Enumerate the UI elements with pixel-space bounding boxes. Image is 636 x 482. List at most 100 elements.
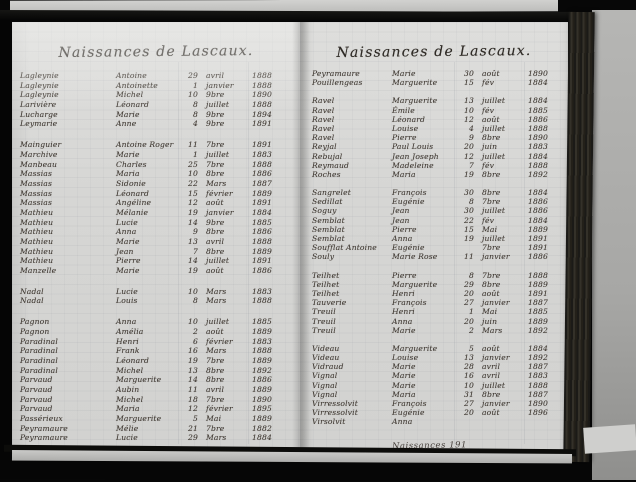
month-cell: août [482, 69, 500, 78]
month-cell: janvier [482, 353, 510, 363]
month-cell: février [206, 188, 233, 198]
given-name-cell: Jean [116, 246, 134, 256]
register-row: Ravel Léonard 12 août 1886 [300, 115, 568, 124]
year-cell: 1884 [528, 96, 548, 106]
month-cell: 8bre [482, 389, 501, 399]
register-row: Lucharge Marie 8 9bre 1894 [12, 110, 300, 120]
month-cell: août [482, 343, 500, 353]
year-cell: 1894 [252, 109, 272, 119]
year-cell: 1889 [252, 188, 272, 198]
given-name-cell: Antoine Roger [116, 140, 174, 150]
year-cell: 1891 [528, 243, 548, 253]
given-name-cell: Mélanie [116, 207, 149, 217]
surname-cell: Teilhet [312, 279, 340, 289]
year-cell: 1886 [252, 169, 272, 179]
month-cell: fév [482, 105, 495, 115]
surname-cell: Mathieu [20, 256, 54, 266]
month-cell: juillet [206, 256, 230, 266]
register-row: Treuil Henri 1 Mai 1885 [300, 307, 568, 316]
day-cell: 7 [469, 160, 474, 170]
year-cell: 1883 [252, 336, 272, 346]
entry-groups: Peyramaure Marie 30 août 1890 Pouillenge… [300, 69, 568, 427]
year-cell: 1895 [252, 404, 272, 414]
surname-cell: Pouillengeas [312, 78, 363, 88]
year-cell: 1884 [528, 188, 548, 198]
given-name-cell: Marguerite [392, 96, 438, 106]
register-row: Virsolvit Anna [300, 417, 568, 426]
given-name-cell: Marie [116, 149, 140, 159]
day-cell: 9 [193, 227, 198, 237]
register-row: Souly Marie Rose 11 janvier 1886 [300, 252, 568, 261]
right-page-title: Naissances de Lascaux. [336, 42, 532, 62]
surname-cell: Nadal [20, 296, 44, 306]
day-cell: 13 [464, 353, 474, 363]
given-name-cell: Sidonie [116, 178, 146, 188]
given-name-cell: Léonard [392, 114, 426, 124]
month-cell: Mars [206, 296, 227, 306]
surname-cell: Teilhet [312, 270, 340, 280]
register-row: Parvaud Marguerite 14 8bre 1886 [12, 375, 300, 385]
given-name-cell: Léonard [116, 355, 150, 365]
surname-cell: Peyramaure [20, 423, 68, 433]
register-row: Mathieu Anna 9 8bre 1886 [12, 227, 300, 237]
register-row: Mathieu Pierre 14 juillet 1891 [12, 256, 300, 266]
register-row: Lagleynie Antoine 29 avril 1888 [12, 71, 300, 81]
month-cell: 7bre [482, 270, 501, 280]
day-cell: 28 [464, 362, 474, 372]
month-cell: janvier [206, 80, 234, 90]
surname-cell: Vignal [312, 389, 338, 399]
right-page-entries: Peyramaure Marie 30 août 1890 Pouillenge… [300, 69, 568, 427]
given-name-cell: Pierre [116, 256, 141, 266]
month-cell: août [482, 288, 500, 298]
register-row: Larivière Léonard 8 juillet 1888 [12, 100, 300, 110]
surname-cell: Mathieu [20, 227, 54, 237]
month-cell: juillet [482, 380, 506, 390]
surname-cell: Videau [312, 343, 340, 353]
day-cell: 18 [188, 394, 198, 404]
register-row: Massias Maria 10 8bre 1886 [12, 169, 300, 179]
surname-cell: Lagleynie [20, 90, 59, 100]
given-name-cell: François [392, 399, 427, 408]
given-name-cell: Anna [116, 317, 137, 327]
register-row: Lagleynie Antoinette 1 janvier 1888 [12, 81, 300, 91]
day-cell: 14 [188, 217, 198, 227]
surname-cell: Souly [312, 252, 335, 262]
register-row: Teilhet Pierre 8 7bre 1888 [300, 271, 568, 280]
day-cell: 2 [469, 325, 474, 335]
surname-cell: Ravel [312, 123, 335, 133]
register-row: Ravel Marguerite 13 juillet 1884 [300, 96, 568, 105]
year-cell: 1889 [528, 279, 548, 289]
register-row: Nadal Lucie 10 Mars 1883 [12, 287, 300, 297]
register-row: Nadal Louis 8 Mars 1888 [12, 296, 300, 306]
year-cell: 1889 [252, 326, 272, 336]
month-cell: février [206, 336, 233, 346]
surname-cell: Lagleynie [20, 80, 59, 90]
day-cell: 12 [188, 198, 198, 208]
register-row: Paradinal Henri 6 février 1883 [12, 337, 300, 347]
surname-cell: Reyjal [312, 142, 337, 152]
day-cell: 10 [464, 380, 474, 390]
day-cell: 5 [193, 414, 198, 423]
day-cell: 13 [464, 96, 474, 106]
day-cell: 10 [188, 317, 198, 327]
register-row: Ravel Émile 10 fév 1885 [300, 106, 568, 115]
day-cell: 22 [464, 215, 474, 225]
surname-cell: Manzelle [20, 266, 57, 276]
day-cell: 1 [193, 149, 198, 159]
given-name-cell: Louise [392, 353, 419, 363]
given-name-cell: Louis [116, 296, 138, 306]
day-cell: 27 [464, 399, 474, 408]
register-left-page: Naissances de Lascaux. Lagleynie Antoine… [12, 22, 300, 452]
month-cell: 7bre [482, 243, 501, 253]
entry-group: Peyramaure Marie 30 août 1890 Pouillenge… [300, 69, 568, 87]
year-cell: 1889 [252, 246, 272, 256]
surname-cell: Lagleynie [20, 71, 59, 80]
month-cell: 7bre [206, 159, 225, 169]
given-name-cell: Henri [392, 288, 415, 298]
surname-cell: Vidraud [312, 362, 344, 372]
day-cell: 10 [188, 169, 198, 179]
month-cell: janvier [482, 399, 510, 408]
year-cell: 1890 [252, 90, 272, 100]
surname-cell: Virressolvit [312, 408, 358, 418]
